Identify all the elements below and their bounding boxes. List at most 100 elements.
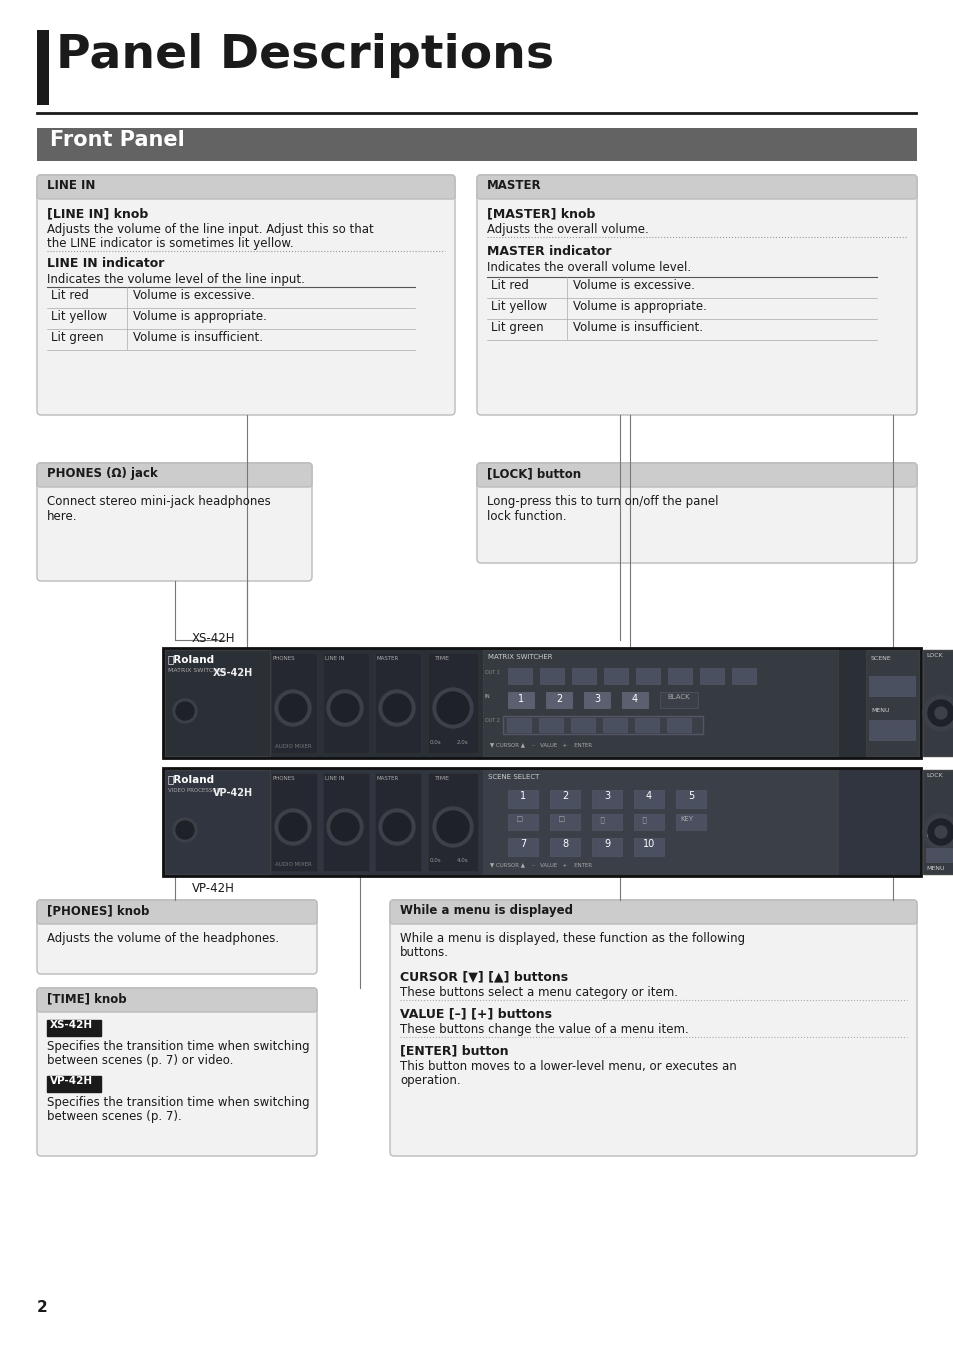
Bar xyxy=(271,653,316,753)
Circle shape xyxy=(175,701,193,720)
Text: 1: 1 xyxy=(519,791,525,802)
Text: MENU: MENU xyxy=(870,708,888,714)
Text: 0.0s: 0.0s xyxy=(430,741,441,745)
Text: LINE IN: LINE IN xyxy=(47,179,95,192)
Text: This button moves to a lower-level menu, or executes an: This button moves to a lower-level menu,… xyxy=(399,1060,736,1072)
Text: here.: here. xyxy=(47,510,77,523)
Bar xyxy=(659,692,698,708)
Text: 9: 9 xyxy=(603,839,609,849)
Text: 7: 7 xyxy=(519,839,525,849)
Text: Indicates the volume level of the line input.: Indicates the volume level of the line i… xyxy=(47,274,305,286)
Text: Front Panel: Front Panel xyxy=(50,130,185,150)
Text: MATRIX SWITCHER: MATRIX SWITCHER xyxy=(488,654,552,659)
Bar xyxy=(428,773,477,871)
Bar xyxy=(271,773,316,871)
Circle shape xyxy=(327,691,363,726)
Circle shape xyxy=(923,695,953,731)
Bar xyxy=(507,789,537,808)
Bar xyxy=(700,668,723,684)
Text: PHONES: PHONES xyxy=(273,776,295,781)
Text: Lit green: Lit green xyxy=(491,321,543,334)
Text: MATRIX SWITCHER: MATRIX SWITCHER xyxy=(168,668,226,673)
Circle shape xyxy=(934,707,946,719)
Text: 1: 1 xyxy=(517,695,523,704)
Text: Lit red: Lit red xyxy=(51,288,89,302)
Text: AUDIO MIXER: AUDIO MIXER xyxy=(274,862,312,867)
Bar xyxy=(545,692,572,708)
FancyBboxPatch shape xyxy=(476,175,916,199)
Text: Volume is appropriate.: Volume is appropriate. xyxy=(132,310,267,324)
Bar xyxy=(731,668,755,684)
Circle shape xyxy=(274,691,311,726)
Text: 10: 10 xyxy=(642,839,655,849)
Bar xyxy=(667,668,691,684)
Bar xyxy=(550,789,579,808)
Bar xyxy=(37,30,49,106)
Bar xyxy=(923,650,953,756)
Text: Volume is excessive.: Volume is excessive. xyxy=(573,279,694,292)
Circle shape xyxy=(433,807,473,848)
Circle shape xyxy=(331,812,358,841)
Text: 2: 2 xyxy=(37,1300,48,1315)
Text: between scenes (p. 7).: between scenes (p. 7). xyxy=(47,1110,182,1122)
Text: These buttons select a menu category or item.: These buttons select a menu category or … xyxy=(399,986,678,999)
Text: While a menu is displayed, these function as the following: While a menu is displayed, these functio… xyxy=(399,932,744,945)
Text: 2.0s: 2.0s xyxy=(456,741,468,745)
Bar xyxy=(37,129,916,161)
Text: [ENTER] button: [ENTER] button xyxy=(399,1044,508,1057)
Text: the LINE indicator is sometimes lit yellow.: the LINE indicator is sometimes lit yell… xyxy=(47,237,294,250)
Circle shape xyxy=(172,699,196,723)
Bar xyxy=(676,814,705,830)
Text: MASTER: MASTER xyxy=(486,179,541,192)
Circle shape xyxy=(436,811,469,844)
Bar xyxy=(482,650,837,756)
Text: VP-42H: VP-42H xyxy=(50,1076,93,1086)
Bar xyxy=(550,814,579,830)
Circle shape xyxy=(927,819,953,845)
Circle shape xyxy=(433,688,473,728)
Text: These buttons change the value of a menu item.: These buttons change the value of a menu… xyxy=(399,1024,688,1036)
Text: MENU: MENU xyxy=(925,867,943,871)
Text: Specifies the transition time when switching: Specifies the transition time when switc… xyxy=(47,1040,310,1053)
Bar xyxy=(602,718,626,733)
Bar xyxy=(482,770,837,873)
Text: XS-42H: XS-42H xyxy=(192,632,235,645)
Text: 3: 3 xyxy=(603,791,609,802)
Text: ⬜: ⬜ xyxy=(638,816,646,823)
Text: LINE IN indicator: LINE IN indicator xyxy=(47,257,164,269)
Text: VP-42H: VP-42H xyxy=(213,788,253,798)
Bar xyxy=(47,1020,101,1036)
Bar xyxy=(868,676,914,696)
Bar xyxy=(572,668,596,684)
Text: [MASTER] knob: [MASTER] knob xyxy=(486,207,595,219)
Text: Panel Descriptions: Panel Descriptions xyxy=(56,32,554,79)
Text: ▼ CURSOR ▲    –   VALUE   +    ENTER: ▼ CURSOR ▲ – VALUE + ENTER xyxy=(490,862,592,867)
Text: MASTER indicator: MASTER indicator xyxy=(486,245,611,259)
FancyBboxPatch shape xyxy=(390,900,916,923)
Bar xyxy=(375,653,420,753)
Text: Adjusts the volume of the headphones.: Adjusts the volume of the headphones. xyxy=(47,932,279,945)
Text: buttons.: buttons. xyxy=(399,946,449,959)
FancyBboxPatch shape xyxy=(37,463,312,487)
Text: Lit red: Lit red xyxy=(491,279,528,292)
Bar xyxy=(583,692,609,708)
Circle shape xyxy=(923,814,953,850)
Text: [TIME] knob: [TIME] knob xyxy=(47,992,127,1005)
Bar xyxy=(634,789,663,808)
Circle shape xyxy=(175,821,193,839)
Bar xyxy=(592,838,621,856)
Text: 3: 3 xyxy=(594,695,599,704)
Text: Volume is insufficient.: Volume is insufficient. xyxy=(573,321,702,334)
FancyBboxPatch shape xyxy=(476,463,916,487)
Text: Connect stereo mini-jack headphones: Connect stereo mini-jack headphones xyxy=(47,496,271,508)
Text: ▼ CURSOR ▲    –   VALUE   +    ENTER: ▼ CURSOR ▲ – VALUE + ENTER xyxy=(490,742,592,747)
Text: Adjusts the overall volume.: Adjusts the overall volume. xyxy=(486,223,648,236)
FancyBboxPatch shape xyxy=(37,988,316,1011)
Circle shape xyxy=(378,808,415,845)
Circle shape xyxy=(934,826,946,838)
FancyBboxPatch shape xyxy=(37,463,312,581)
FancyBboxPatch shape xyxy=(37,900,316,974)
Bar xyxy=(676,789,705,808)
Text: OUT 1: OUT 1 xyxy=(484,670,499,676)
Bar xyxy=(592,789,621,808)
